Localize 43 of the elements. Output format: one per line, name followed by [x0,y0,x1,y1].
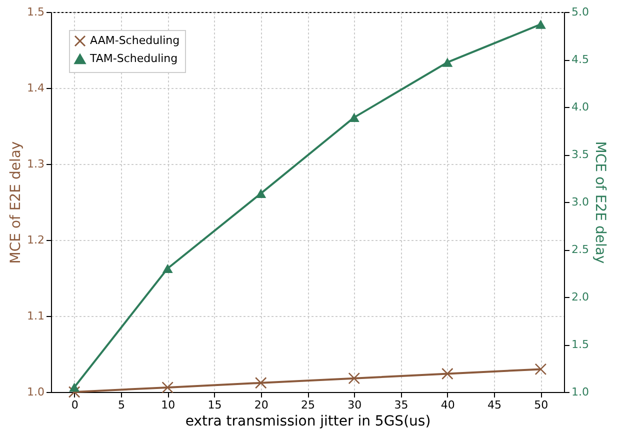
point [69,382,80,392]
y2-tick-label: 4.5 [572,53,589,66]
point [348,112,360,122]
y2-tick-label: 1.0 [572,386,589,398]
x-tick-label: 45 [488,398,502,412]
legend-label: AAM-Scheduling [90,34,180,47]
x-tick-label: 50 [534,398,548,412]
y-tick-label: 1.2 [27,234,44,246]
point [68,386,80,398]
y-tick-label: 1.0 [27,386,44,398]
x-axis-title: extra transmission jitter in 5GS(us) [185,414,431,430]
x-tick-label: 5 [118,398,125,412]
y2-tick-label: 3.5 [572,148,589,161]
point [162,382,174,394]
point [254,376,267,389]
y2-tick-label: 5.0 [572,6,589,18]
x-tick-label: 35 [394,398,408,412]
point [534,363,547,376]
y2-tick-label: 3.0 [572,196,589,208]
y-tick-label: 1.3 [27,158,44,170]
y2-tick-label: 2.5 [572,243,589,256]
x-tick-label: 30 [348,398,362,412]
y2-tick-label: 2.0 [572,290,589,304]
y2-axis-title: MCE of E2E delay [592,141,608,264]
y-tick-label: 1.1 [27,310,44,322]
point [442,58,453,67]
y-tick-label: 1.5 [27,6,44,18]
point [535,20,546,29]
legend-label: TAM-Scheduling [89,52,178,65]
point [162,264,173,274]
point [442,368,454,380]
x-tick-label: 15 [208,398,222,412]
x-tick-label: 0 [71,398,78,412]
y2-tick-label: 4.0 [572,100,589,114]
point [256,188,266,198]
y-tick-label: 1.4 [27,82,44,94]
x-tick-label: 40 [440,398,455,412]
x-tick-label: 20 [254,398,268,412]
y2-tick-label: 1.5 [572,338,589,351]
x-tick-label: 25 [301,398,315,412]
point [348,372,360,384]
y-axis-title: MCE of E2E delay [8,141,24,264]
x-tick-label: 10 [161,398,176,412]
